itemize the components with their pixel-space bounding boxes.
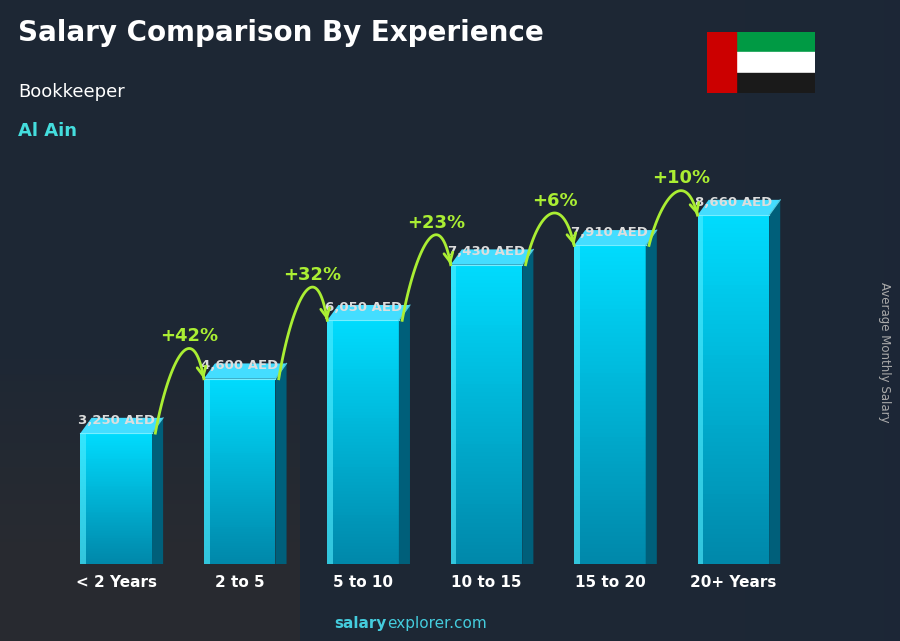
Text: +42%: +42% bbox=[160, 328, 219, 345]
Polygon shape bbox=[80, 418, 163, 433]
Text: 6,050 AED: 6,050 AED bbox=[325, 301, 401, 314]
Bar bbox=[706, 32, 735, 93]
Polygon shape bbox=[698, 200, 780, 215]
Polygon shape bbox=[275, 363, 286, 564]
Text: 8,660 AED: 8,660 AED bbox=[695, 196, 772, 209]
Bar bbox=[706, 72, 814, 93]
Text: Average Monthly Salary: Average Monthly Salary bbox=[878, 282, 890, 423]
Polygon shape bbox=[770, 200, 780, 564]
Text: 7,430 AED: 7,430 AED bbox=[448, 246, 525, 258]
Polygon shape bbox=[451, 249, 534, 265]
Text: Al Ain: Al Ain bbox=[18, 122, 77, 140]
Text: +23%: +23% bbox=[407, 213, 465, 231]
Polygon shape bbox=[328, 305, 410, 320]
Text: Salary Comparison By Experience: Salary Comparison By Experience bbox=[18, 19, 544, 47]
Bar bbox=[706, 53, 814, 72]
Polygon shape bbox=[645, 230, 657, 564]
Polygon shape bbox=[204, 363, 286, 379]
Text: +10%: +10% bbox=[652, 169, 710, 187]
Text: 7,910 AED: 7,910 AED bbox=[572, 226, 648, 239]
Polygon shape bbox=[522, 249, 534, 564]
Text: explorer.com: explorer.com bbox=[387, 617, 487, 631]
Polygon shape bbox=[574, 230, 657, 246]
Text: +6%: +6% bbox=[532, 192, 578, 210]
Text: salary: salary bbox=[335, 617, 387, 631]
Text: 3,250 AED: 3,250 AED bbox=[77, 413, 155, 427]
Bar bbox=[706, 32, 814, 53]
Polygon shape bbox=[399, 305, 410, 564]
Polygon shape bbox=[152, 418, 163, 564]
Text: +32%: +32% bbox=[284, 266, 341, 284]
Text: 4,600 AED: 4,600 AED bbox=[201, 360, 278, 372]
Text: Bookkeeper: Bookkeeper bbox=[18, 83, 125, 101]
